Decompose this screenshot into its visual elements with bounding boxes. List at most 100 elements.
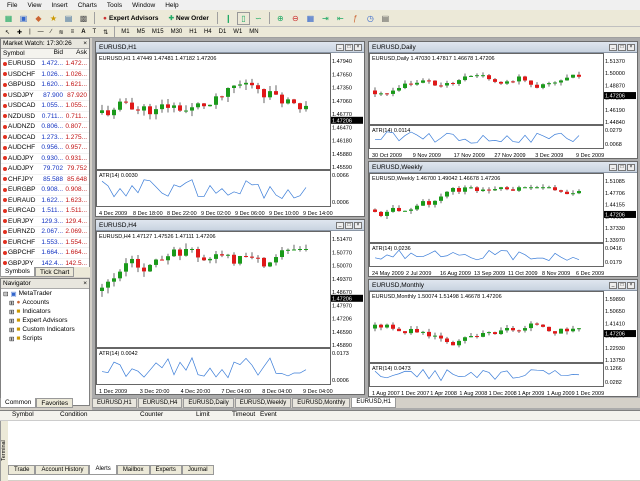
trendline-icon[interactable]: ∕ [50,29,52,35]
maximize-icon[interactable]: □ [345,43,353,51]
market-watch-row[interactable]: AUDNZD 0.806... 0.807... [1,122,89,133]
market-watch-row[interactable]: NZDUSD 0.711... 0.711... [1,112,89,122]
chart-tab[interactable]: EURUSD,H4 [137,398,183,408]
expand-icon[interactable]: ⊞ [9,308,15,316]
zoom-in-icon[interactable]: ⊕ [277,13,284,23]
market-watch-row[interactable]: USDCHF 1.026... 1.026... [1,70,89,80]
market-watch-row[interactable]: AUDCAD 1.273... 1.275... [1,133,89,143]
close-icon[interactable]: × [627,281,635,289]
chart-tab[interactable]: EURUSD,H1 [351,398,396,408]
expand-icon[interactable]: ⊞ [9,299,15,307]
market-watch-row[interactable]: GBPCHF 1.664... 1.664... [1,248,89,259]
nav-item-expert-advisors[interactable]: ⊞ ■ Expert Advisors [1,316,89,325]
minimize-icon[interactable]: _ [609,43,617,51]
chart-window[interactable]: EURUSD,H1 _ □ × EURUSD,H1 1.47449 1.47481 1.… [95,41,365,217]
tab-tick-chart[interactable]: Tick Chart [34,267,75,277]
nav-item-accounts[interactable]: ⊞ ● Accounts [1,298,89,307]
chart-canvas[interactable]: EURUSD,Weekly 1.46700 1.49042 1.46678 1.… [369,173,637,276]
market-watch-row[interactable]: EURCAD 1.511... 1.511... [1,206,89,217]
line-chart-icon[interactable]: ∽ [255,13,262,23]
column-symbol[interactable]: Symbol [12,411,34,418]
chart-canvas[interactable]: EURUSD,H1 1.47449 1.47481 1.47182 1.4720… [96,53,364,216]
zoom-out-icon[interactable]: ⊖ [292,13,299,23]
period-h1[interactable]: H1 [189,29,197,35]
tab-account-history[interactable]: Account History [35,465,90,475]
market-watch-row[interactable]: EURNZD 2.067... 2.069... [1,227,89,238]
column-counter[interactable]: Counter [140,411,164,418]
cursor-icon[interactable]: ↖ [5,29,11,36]
crosshair-icon[interactable]: ✚ [17,29,23,36]
tab-trade[interactable]: Trade [8,465,36,475]
nav-item-scripts[interactable]: ⊞ ■ Scripts [1,334,89,343]
chart-tab[interactable]: EURUSD,Daily [183,398,234,408]
nav-item-metatrader[interactable]: ⊟ ▣ MetaTrader [1,289,89,298]
expand-icon[interactable]: ⊞ [9,326,15,334]
tile-windows-icon[interactable]: ▦ [306,13,315,23]
minimize-icon[interactable]: _ [609,163,617,171]
close-icon[interactable]: × [354,221,362,229]
chart-tab[interactable]: EURUSD,Weekly [234,398,292,408]
new-order-button[interactable]: ✚ New Order [165,12,213,25]
chart-shift-icon[interactable]: ⇤ [337,13,344,23]
chart-window[interactable]: EURUSD,Monthly _ □ × EURUSD,Monthly 1.50074 … [368,279,638,397]
period-w1[interactable]: W1 [233,29,243,35]
close-icon[interactable]: × [83,280,87,287]
market-watch-row[interactable]: EURJPY 129.3... 129.4... [1,217,89,227]
column-bid[interactable]: Bid [53,49,63,56]
maximize-icon[interactable]: □ [618,43,626,51]
chart-tab[interactable]: EURUSD,H1 [92,398,137,408]
maximize-icon[interactable]: □ [345,221,353,229]
menu-view[interactable]: View [27,1,42,9]
market-watch-row[interactable]: EURGBP 0.908... 0.908... [1,185,89,196]
menu-tools[interactable]: Tools [106,1,123,9]
tab-favorites[interactable]: Favorites [36,398,74,408]
periods-icon[interactable]: ◷ [366,13,374,23]
chart-window-title-bar[interactable]: EURUSD,Daily _ □ × [369,42,637,53]
chart-window[interactable]: EURUSD,H4 _ □ × EURUSD,H4 1.47127 1.47526 1.… [95,219,365,395]
market-watch-row[interactable]: AUDJPY 0.930... 0.931... [1,154,89,164]
market-watch-row[interactable]: GBPUSD 1.620... 1.621... [1,80,89,91]
autoscroll-icon[interactable]: ⇥ [322,13,329,23]
channel-icon[interactable]: ≋ [58,29,64,36]
bar-chart-icon[interactable]: ❙ [225,13,232,23]
terminal-icon[interactable]: ▩ [79,13,88,23]
expand-icon[interactable]: ⊞ [9,335,15,343]
period-m15[interactable]: M15 [151,29,164,35]
maximize-icon[interactable]: □ [618,163,626,171]
data-window-icon[interactable]: ▤ [64,13,73,23]
period-m30[interactable]: M30 [170,29,183,35]
close-icon[interactable]: × [627,43,635,51]
tab-common[interactable]: Common [0,398,37,408]
nav-item-custom-indicators[interactable]: ⊞ ■ Custom Indicators [1,325,89,334]
collapse-icon[interactable]: ⊟ [3,290,9,298]
chart-window[interactable]: EURUSD,Daily _ □ × EURUSD,Daily 1.47030 1.47… [368,41,638,159]
market-watch-row[interactable]: EURCHF 1.553... 1.554... [1,238,89,248]
column-event[interactable]: Event [260,411,277,418]
column-condition[interactable]: Condition [60,411,88,418]
navigator-icon[interactable]: ★ [49,13,58,23]
column-ask[interactable]: Ask [76,49,87,56]
nav-item-indicators[interactable]: ⊞ ■ Indicators [1,307,89,316]
new-chart-icon[interactable]: ▦ [4,13,13,23]
column-timeout[interactable]: Timeout [232,411,256,418]
period-h4[interactable]: H4 [203,29,212,35]
horizontal-line-icon[interactable]: — [37,29,44,35]
tab-symbols[interactable]: Symbols [0,267,35,277]
menu-window[interactable]: Window [132,1,156,9]
chart-canvas[interactable]: EURUSD,Monthly 1.50074 1.51498 1.46678 1… [369,291,637,396]
chart-window-title-bar[interactable]: EURUSD,H4 _ □ × [96,220,364,231]
minimize-icon[interactable]: _ [336,221,344,229]
column-limit[interactable]: Limit [196,411,210,418]
market-watch-row[interactable]: AUDJPY 79.702 79.752 [1,164,89,175]
menu-file[interactable]: File [7,1,18,9]
minimize-icon[interactable]: _ [609,281,617,289]
market-watch-row[interactable]: EURUSD 1.472... 1.472... [1,59,89,70]
tab-mailbox[interactable]: Mailbox [116,465,150,475]
minimize-icon[interactable]: _ [336,43,344,51]
market-watch-row[interactable]: EURAUD 1.622... 1.623... [1,196,89,206]
templates-icon[interactable]: ▤ [381,13,390,23]
tab-alerts[interactable]: Alerts [89,465,117,475]
vertical-line-icon[interactable]: | [29,29,31,35]
menu-charts[interactable]: Charts [77,1,97,9]
chart-window-title-bar[interactable]: EURUSD,Weekly _ □ × [369,162,637,173]
